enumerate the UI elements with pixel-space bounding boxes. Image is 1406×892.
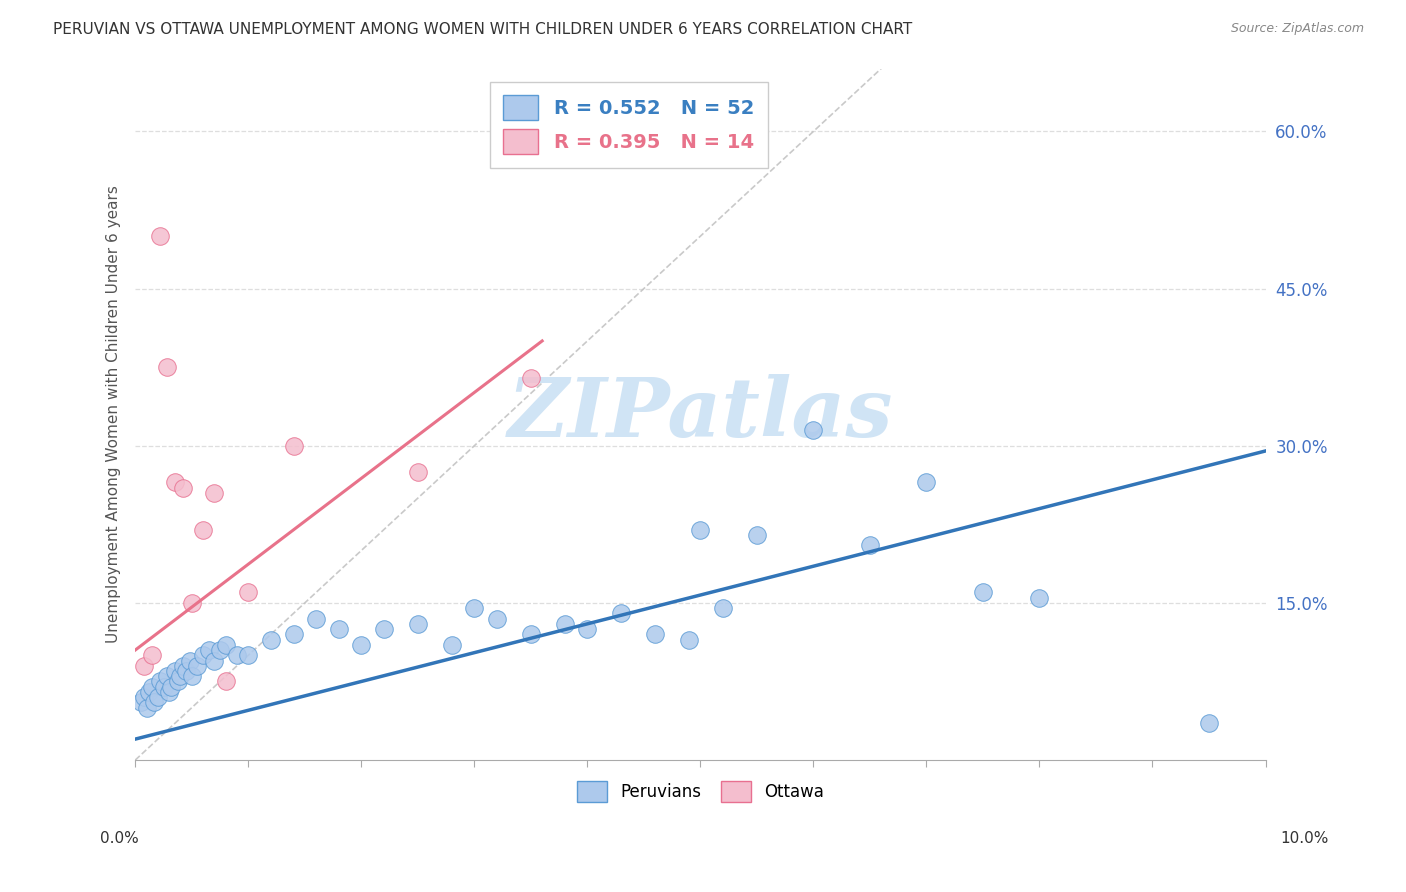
Point [859, 538, 882, 552]
Point [141, 680, 163, 694]
Point [180, 669, 202, 683]
Point [576, 622, 599, 636]
Point [135, 700, 157, 714]
Legend: Peruvians, Ottawa: Peruvians, Ottawa [568, 772, 832, 811]
Point [167, 674, 190, 689]
Point [915, 475, 938, 490]
Point [328, 622, 350, 636]
Point [149, 229, 172, 244]
Point [260, 632, 283, 647]
Point [156, 669, 179, 683]
Point [463, 601, 485, 615]
Point [186, 658, 208, 673]
Point [350, 638, 373, 652]
Point [179, 653, 201, 667]
Point [152, 680, 174, 694]
Point [169, 669, 191, 683]
Point [711, 601, 734, 615]
Point [209, 643, 232, 657]
Point [803, 423, 825, 437]
Text: Source: ZipAtlas.com: Source: ZipAtlas.com [1230, 22, 1364, 36]
Point [180, 596, 202, 610]
Text: 0.0%: 0.0% [100, 831, 139, 846]
Point [202, 486, 225, 500]
Point [283, 439, 305, 453]
Point [172, 481, 194, 495]
Point [191, 648, 214, 663]
Point [174, 664, 197, 678]
Point [163, 664, 186, 678]
Point [406, 465, 429, 479]
Point [143, 695, 166, 709]
Point [644, 627, 666, 641]
Y-axis label: Unemployment Among Women with Children Under 6 years: Unemployment Among Women with Children U… [107, 186, 121, 643]
Point [134, 690, 156, 705]
Point [406, 616, 429, 631]
Point [163, 475, 186, 490]
Point [689, 523, 711, 537]
Point [1198, 716, 1220, 731]
Point [520, 370, 543, 384]
Point [678, 632, 700, 647]
Point [485, 612, 508, 626]
Point [283, 627, 305, 641]
Text: ZIPatlas: ZIPatlas [508, 375, 893, 454]
Point [215, 638, 238, 652]
Point [373, 622, 395, 636]
Point [160, 680, 183, 694]
Point [172, 658, 194, 673]
Point [520, 627, 543, 641]
Point [238, 648, 260, 663]
Point [554, 616, 576, 631]
Point [129, 695, 152, 709]
Point [440, 638, 463, 652]
Point [238, 585, 260, 599]
Point [745, 528, 768, 542]
Point [156, 360, 179, 375]
Point [610, 607, 633, 621]
Point [138, 685, 160, 699]
Point [141, 648, 163, 663]
Text: PERUVIAN VS OTTAWA UNEMPLOYMENT AMONG WOMEN WITH CHILDREN UNDER 6 YEARS CORRELAT: PERUVIAN VS OTTAWA UNEMPLOYMENT AMONG WO… [53, 22, 912, 37]
Point [146, 690, 169, 705]
Point [305, 612, 328, 626]
Point [134, 658, 156, 673]
Point [226, 648, 249, 663]
Point [149, 674, 172, 689]
Point [972, 585, 994, 599]
Point [215, 674, 238, 689]
Point [191, 523, 214, 537]
Point [157, 685, 180, 699]
Point [202, 653, 225, 667]
Point [197, 643, 219, 657]
Text: 10.0%: 10.0% [1281, 831, 1329, 846]
Point [1028, 591, 1050, 605]
